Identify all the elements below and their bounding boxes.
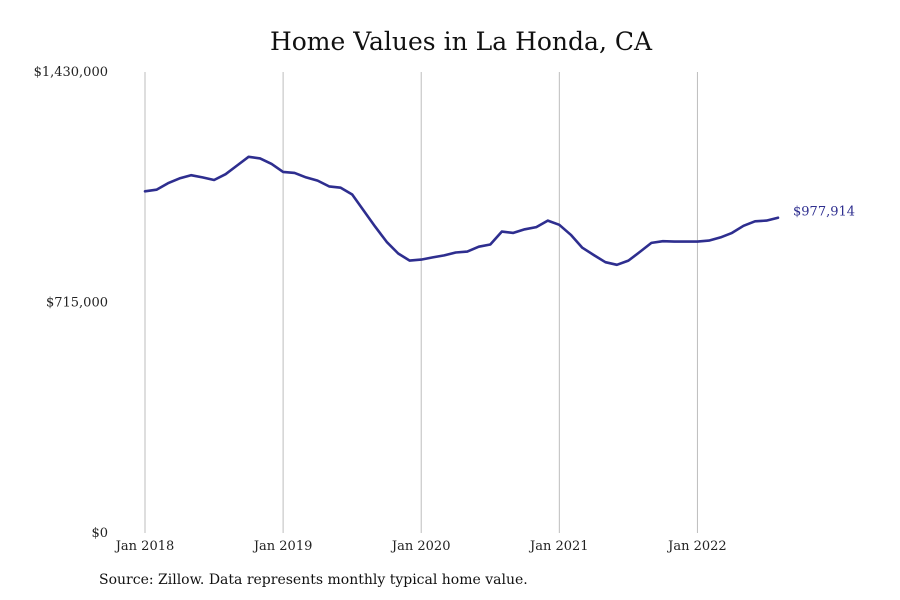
x-tick-label: Jan 2018 [114,539,175,554]
grid-lines [144,72,698,533]
y-axis: $0 $715,000 $1,430,000 [34,65,108,541]
y-tick-label: $1,430,000 [34,65,108,80]
chart-title: Home Values in La Honda, CA [269,27,653,56]
x-tick-label: Jan 2021 [528,539,589,554]
x-tick-label: Jan 2020 [390,539,451,554]
y-tick-label: $0 [91,526,108,541]
y-tick-label: $715,000 [46,296,108,311]
x-tick-label: Jan 2019 [252,539,313,554]
x-axis: Jan 2018 Jan 2019 Jan 2020 Jan 2021 Jan 2022 [114,539,727,554]
source-note: Source: Zillow. Data represents monthly … [99,572,528,588]
end-value-label: $977,914 [793,205,855,220]
x-tick-label: Jan 2022 [666,539,727,554]
series-line [143,155,780,267]
series-group: $977,914 [143,155,855,267]
